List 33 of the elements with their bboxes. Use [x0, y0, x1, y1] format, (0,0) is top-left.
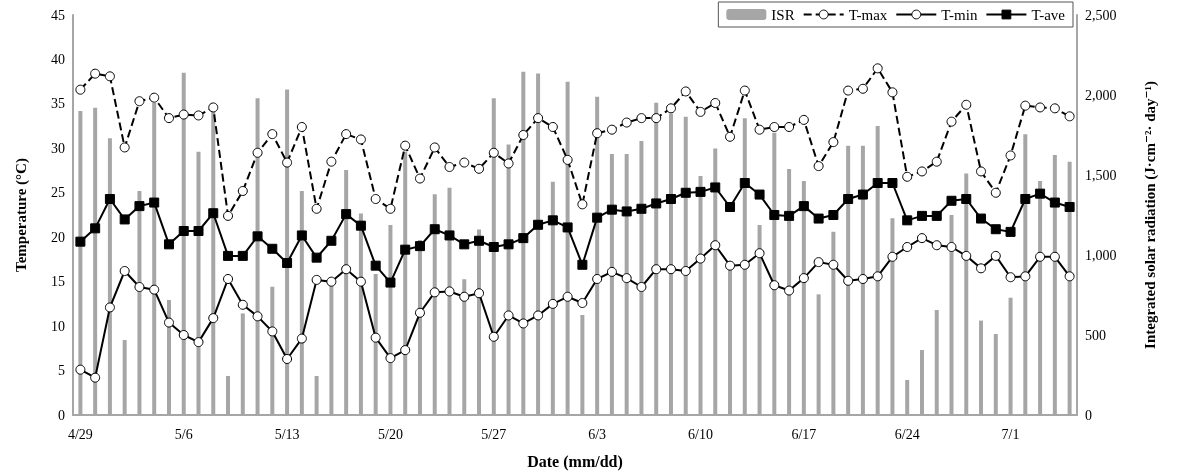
x-tick-label: 7/1: [1001, 426, 1020, 442]
x-tick-label: 6/24: [894, 426, 920, 442]
x-tick-label: 5/27: [481, 426, 507, 442]
y-tick-label: 45: [51, 7, 65, 23]
y-tick-label: 30: [51, 140, 65, 156]
y-tick-label: 5: [58, 363, 65, 379]
x-tick-label: 5/6: [174, 426, 193, 442]
x-tick-label: 6/3: [588, 426, 607, 442]
y-tick-label: 35: [51, 96, 65, 112]
legend-label: ISR: [771, 6, 795, 23]
x-tick-label: 5/13: [274, 426, 300, 442]
y2-tick-label: 1,000: [1085, 247, 1117, 263]
y-tick-label: 25: [51, 185, 65, 201]
legend-label: T-max: [848, 6, 888, 23]
y-tick-label: 0: [58, 407, 65, 423]
y2-tick-label: 0: [1085, 407, 1092, 423]
y-tick-label: 20: [51, 229, 65, 245]
x-tick-label: 5/20: [378, 426, 403, 442]
x-tick-label: 6/17: [791, 426, 817, 442]
y-tick-label: 15: [51, 274, 65, 290]
y-tick-label: 10: [51, 318, 65, 334]
x-axis-title: Date (mm/dd): [527, 452, 623, 471]
y-axis-title: Temperature (°C): [12, 158, 30, 272]
y2-tick-label: 2,000: [1085, 87, 1117, 103]
y2-axis-title: Integrated solar radiation (J·cm⁻²· day⁻¹): [1141, 81, 1159, 349]
y2-tick-label: 500: [1085, 327, 1106, 343]
y2-tick-label: 1,500: [1085, 167, 1117, 183]
y-tick-label: 40: [51, 51, 65, 67]
legend-label: T-min: [941, 6, 978, 23]
y2-tick-label: 2,500: [1085, 7, 1117, 23]
x-tick-label: 6/10: [688, 426, 713, 442]
legend-label: T-ave: [1031, 6, 1066, 23]
x-tick-label: 4/29: [67, 426, 93, 442]
